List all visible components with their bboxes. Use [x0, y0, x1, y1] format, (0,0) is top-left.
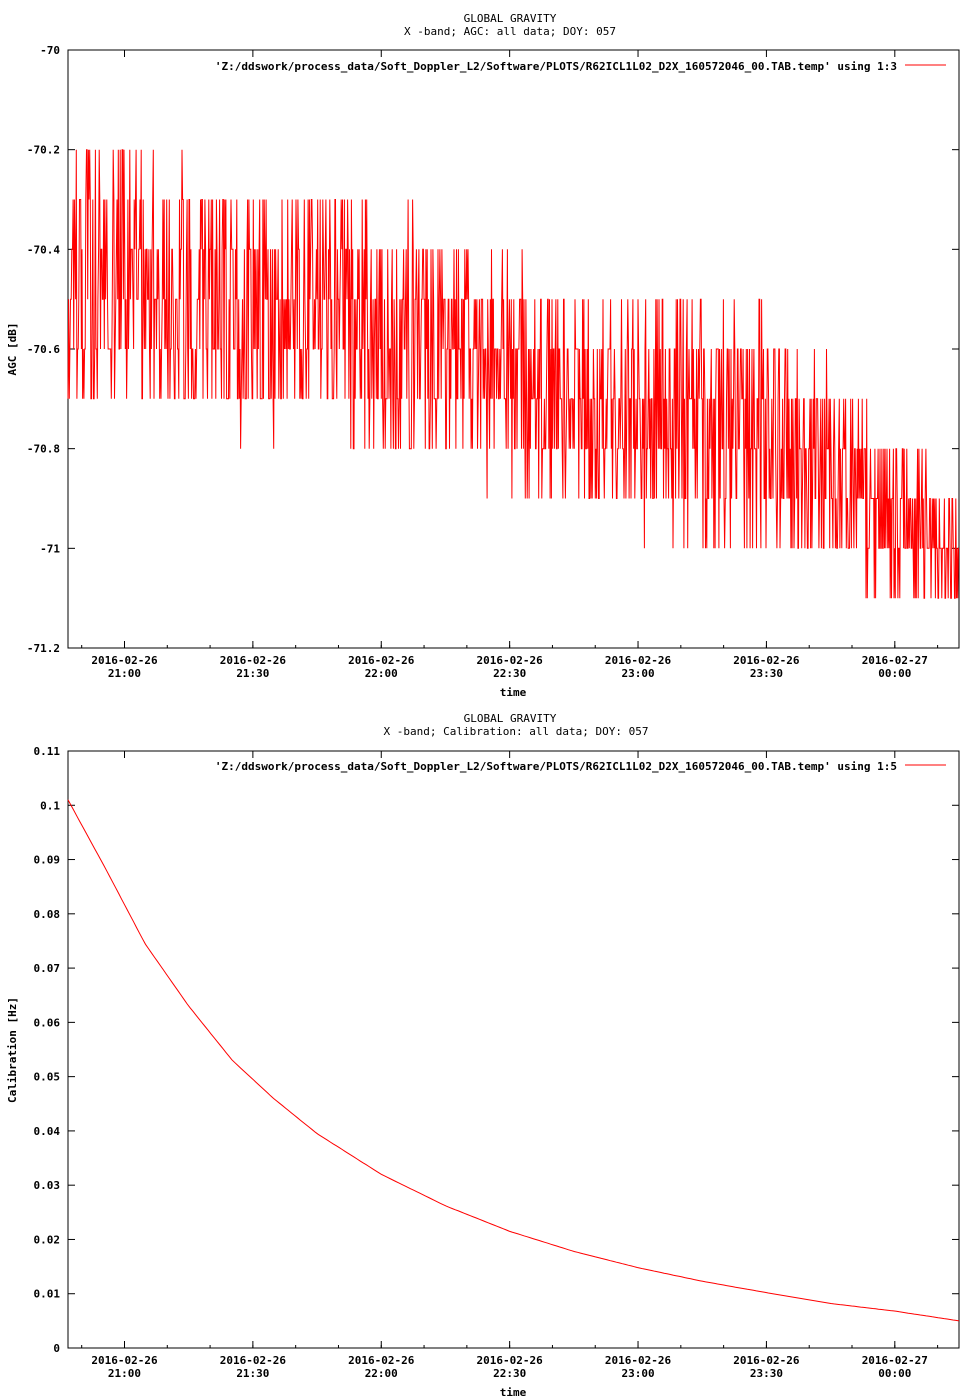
calibration-x-tick-time: 23:00: [621, 1367, 654, 1380]
calibration-chart-title: GLOBAL GRAVITY: [464, 712, 557, 725]
agc-x-tick-date: 2016-02-26: [91, 654, 158, 667]
calibration-y-tick-label: 0.11: [34, 745, 61, 758]
agc-chart-subtitle: X -band; AGC: all data; DOY: 057: [404, 25, 616, 38]
agc-y-tick-label: -70.6: [27, 343, 60, 356]
calibration-y-tick-label: 0.02: [34, 1233, 61, 1246]
calibration-chart-subtitle: X -band; Calibration: all data; DOY: 057: [384, 725, 649, 738]
agc-x-tick-date: 2016-02-26: [348, 654, 415, 667]
calibration-x-tick-date: 2016-02-26: [348, 1354, 415, 1367]
calibration-y-tick-label: 0.07: [34, 962, 61, 975]
agc-x-tick-date: 2016-02-26: [477, 654, 544, 667]
agc-chart-title: GLOBAL GRAVITY: [464, 12, 557, 25]
calibration-x-ticks: 2016-02-2621:002016-02-2621:302016-02-26…: [81, 751, 939, 1380]
calibration-x-tick-date: 2016-02-26: [220, 1354, 287, 1367]
calibration-y-tick-label: 0.03: [34, 1179, 61, 1192]
calibration-y-tick-label: 0.04: [34, 1125, 61, 1138]
agc-x-tick-date: 2016-02-26: [733, 654, 800, 667]
agc-x-tick-time: 21:00: [108, 667, 141, 680]
calibration-x-tick-time: 21:30: [236, 1367, 269, 1380]
calibration-legend-label: 'Z:/ddswork/process_data/Soft_Doppler_L2…: [215, 760, 897, 773]
agc-y-tick-label: -70.4: [27, 243, 60, 256]
agc-y-tick-label: -70.2: [27, 144, 60, 157]
calibration-x-tick-time: 23:30: [750, 1367, 783, 1380]
agc-x-tick-time: 23:00: [621, 667, 654, 680]
agc-y-tick-label: -70.8: [27, 443, 60, 456]
agc-x-tick-date: 2016-02-26: [220, 654, 287, 667]
calibration-x-tick-time: 22:00: [365, 1367, 398, 1380]
calibration-x-tick-date: 2016-02-26: [733, 1354, 800, 1367]
calibration-x-axis-label: time: [500, 1386, 527, 1399]
agc-x-tick-time: 23:30: [750, 667, 783, 680]
calibration-y-axis-label: Calibration [Hz]: [6, 997, 19, 1103]
calibration-y-ticks: 0.11 0.1 0.09 0.08 0.07 0.06 0.05 0.04 0.03 0.02 0…: [34, 745, 959, 1355]
calibration-y-tick-label: 0: [53, 1342, 60, 1355]
agc-x-tick-time: 21:30: [236, 667, 269, 680]
calibration-y-tick-label: 0.01: [34, 1288, 61, 1301]
agc-x-tick-date: 2016-02-26: [605, 654, 672, 667]
agc-x-axis-label: time: [500, 686, 527, 699]
calibration-x-tick-date: 2016-02-26: [605, 1354, 672, 1367]
agc-legend-label: 'Z:/ddswork/process_data/Soft_Doppler_L2…: [215, 60, 897, 73]
agc-series-line: [67, 149, 959, 599]
calibration-y-tick-label: 0.05: [34, 1071, 61, 1084]
calibration-y-tick-label: 0.06: [34, 1016, 61, 1029]
calibration-y-tick-label: 0.08: [34, 908, 61, 921]
agc-y-tick-label: -71.2: [27, 642, 60, 655]
calibration-x-tick-date: 2016-02-26: [477, 1354, 544, 1367]
agc-x-tick-time: 22:00: [365, 667, 398, 680]
calibration-chart: GLOBAL GRAVITY X -band; Calibration: all…: [6, 712, 960, 1399]
agc-chart: GLOBAL GRAVITY X -band; AGC: all data; D…: [6, 12, 960, 699]
calibration-x-tick-time: 00:00: [878, 1367, 911, 1380]
agc-x-tick-time: 00:00: [878, 667, 911, 680]
agc-y-tick-label: -70: [40, 44, 60, 57]
calibration-x-tick-time: 21:00: [108, 1367, 141, 1380]
calibration-series-line: [67, 799, 960, 1322]
calibration-y-tick-label: 0.09: [34, 854, 61, 867]
agc-x-tick-time: 22:30: [493, 667, 526, 680]
agc-x-tick-date: 2016-02-27: [862, 654, 928, 667]
calibration-x-tick-date: 2016-02-27: [862, 1354, 928, 1367]
agc-x-ticks: 2016-02-2621:002016-02-2621:302016-02-26…: [81, 50, 939, 680]
agc-y-tick-label: -71: [40, 542, 60, 555]
calibration-x-tick-date: 2016-02-26: [91, 1354, 158, 1367]
agc-y-axis-label: AGC [dB]: [6, 323, 19, 376]
calibration-x-tick-time: 22:30: [493, 1367, 526, 1380]
calibration-y-tick-label: 0.1: [40, 799, 60, 812]
calibration-plot-frame: [67, 750, 960, 1349]
